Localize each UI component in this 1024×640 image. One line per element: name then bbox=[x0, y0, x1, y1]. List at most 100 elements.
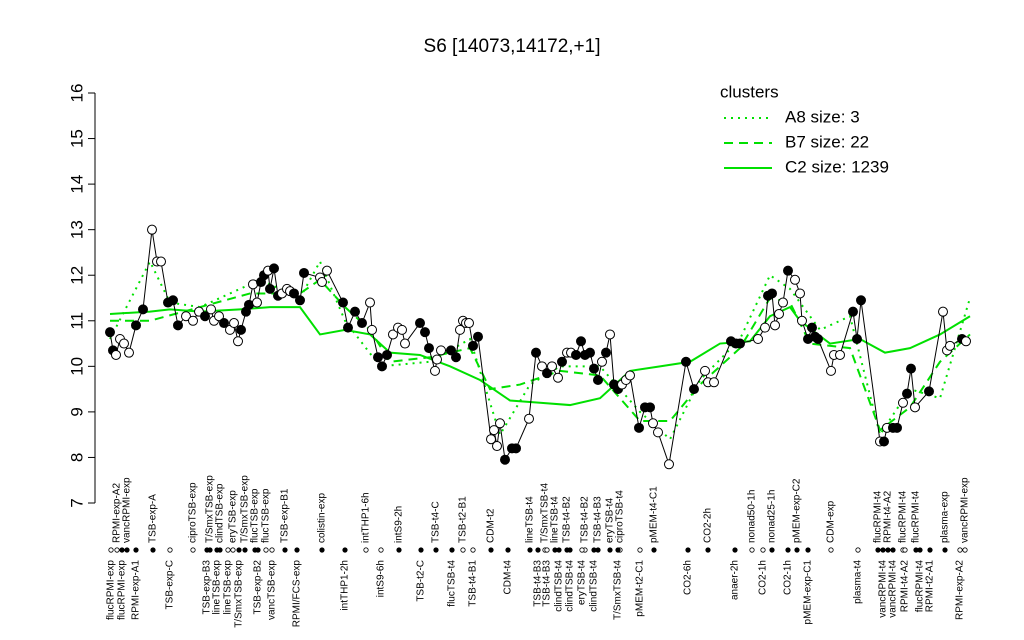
sample-point bbox=[464, 318, 474, 329]
sample-point bbox=[295, 295, 305, 306]
sample-point bbox=[605, 329, 615, 340]
sample-point bbox=[879, 436, 889, 447]
sample-point bbox=[795, 288, 805, 299]
x-tick-dot bbox=[917, 547, 923, 553]
sample-point bbox=[147, 224, 157, 235]
sample-point bbox=[945, 340, 955, 351]
x-tick-dot bbox=[204, 547, 210, 553]
x-tick-dot bbox=[685, 547, 691, 553]
x-tick-label: RPMI/FCS-exp bbox=[292, 560, 303, 628]
y-tick-label: 11 bbox=[67, 312, 86, 330]
sample-point bbox=[910, 402, 920, 413]
sample-point bbox=[709, 377, 719, 388]
x-tick-label: intS9-6h bbox=[376, 560, 387, 597]
sample-point bbox=[188, 315, 198, 326]
y-tick-label: 16 bbox=[67, 84, 86, 103]
x-tick-dot bbox=[133, 547, 139, 553]
x-tick-label: TSB-t2-B1 bbox=[458, 496, 469, 543]
x-tick-dot bbox=[785, 547, 791, 553]
sample-point bbox=[700, 365, 710, 376]
x-tick-label: TSB-exp-B1 bbox=[280, 488, 291, 543]
x-tick-label: T/SmxTSB-exp bbox=[205, 475, 216, 543]
x-tick-dot bbox=[544, 547, 550, 553]
sample-point bbox=[813, 334, 823, 344]
x-tick-label: eryTSB-exp bbox=[228, 490, 239, 543]
x-tick-label: clindTSB-t4 bbox=[589, 560, 600, 612]
x-tick-dot bbox=[556, 547, 562, 553]
sample-point bbox=[420, 327, 430, 338]
x-tick-dot bbox=[527, 547, 533, 553]
x-tick-label: colistin-exp bbox=[317, 493, 328, 543]
x-tick-label: RPMI-exp-A1 bbox=[131, 560, 142, 620]
x-tick-dot bbox=[880, 547, 886, 553]
x-tick-dot bbox=[927, 547, 933, 553]
x-tick-label: flucTSB-exp bbox=[261, 488, 272, 543]
x-tick-label: CDM-exp bbox=[826, 500, 837, 543]
x-tick-dot bbox=[124, 547, 130, 553]
sample-point bbox=[770, 320, 780, 331]
sample-point bbox=[473, 331, 483, 342]
sample-point bbox=[446, 345, 456, 356]
x-tick-dot bbox=[794, 547, 800, 553]
x-tick-dot bbox=[460, 547, 466, 553]
sample-point bbox=[898, 397, 908, 408]
x-tick-dot bbox=[855, 547, 861, 553]
sample-point bbox=[119, 338, 129, 349]
sample-point bbox=[451, 352, 461, 363]
sample-point bbox=[219, 318, 229, 329]
y-tick-label: 8 bbox=[67, 453, 86, 462]
x-tick-dot bbox=[167, 547, 173, 553]
x-tick-dot bbox=[579, 547, 585, 553]
sample-point bbox=[735, 338, 745, 349]
sample-point bbox=[767, 288, 777, 299]
sample-point bbox=[299, 267, 309, 278]
x-tick-label: flucRPMI-exp bbox=[106, 560, 117, 620]
x-tick-dot bbox=[342, 547, 348, 553]
sample-point bbox=[924, 386, 934, 397]
x-tick-label: RPMI-exp-A2 bbox=[112, 483, 123, 543]
x-tick-dot bbox=[885, 547, 891, 553]
sample-point bbox=[537, 361, 547, 372]
x-tick-dot bbox=[108, 547, 114, 553]
sample-point bbox=[634, 422, 644, 433]
sample-point bbox=[265, 283, 275, 294]
x-tick-dot bbox=[902, 547, 908, 553]
x-tick-dot bbox=[433, 547, 439, 553]
sample-point bbox=[432, 354, 442, 365]
x-tick-dot bbox=[470, 547, 476, 553]
x-tick-label: pMEM-t4-C1 bbox=[649, 486, 660, 543]
sample-point bbox=[367, 324, 377, 335]
x-tick-label: TSB-exp-B3 bbox=[202, 560, 213, 615]
x-tick-dot bbox=[282, 547, 288, 553]
x-tick-label: pMEM-exp-C2 bbox=[792, 478, 803, 543]
x-tick-label: pMEM-t2-C1 bbox=[635, 560, 646, 617]
x-tick-label: TSB-t4-B3 bbox=[542, 560, 553, 607]
x-tick-label: CDM-t2 bbox=[486, 508, 497, 543]
sample-point bbox=[645, 402, 655, 413]
x-tick-label: lineTSB-exp bbox=[212, 560, 223, 615]
x-tick-label: RPMI-exp-A2 bbox=[955, 560, 966, 620]
sample-point bbox=[576, 336, 586, 347]
x-tick-dot bbox=[363, 547, 369, 553]
sample-point bbox=[852, 334, 862, 344]
sample-point bbox=[317, 277, 327, 288]
x-tick-label: TSB-t2-C bbox=[416, 560, 427, 602]
sample-point bbox=[400, 338, 410, 349]
sample-point bbox=[653, 427, 663, 438]
x-tick-label: intTHP1-2h bbox=[340, 560, 351, 611]
sample-point bbox=[322, 265, 332, 276]
sample-point bbox=[397, 324, 407, 335]
sample-point bbox=[557, 356, 567, 367]
x-tick-dot bbox=[749, 547, 755, 553]
sample-point bbox=[131, 320, 141, 331]
x-tick-label: CDM-t4 bbox=[503, 560, 514, 595]
sample-point bbox=[797, 315, 807, 326]
x-tick-label: plasma-t4 bbox=[853, 560, 864, 604]
x-tick-dot bbox=[396, 547, 402, 553]
chart-title: S6 [14073,14172,+1] bbox=[424, 36, 601, 57]
x-tick-dot bbox=[875, 547, 881, 553]
sample-point bbox=[593, 375, 603, 385]
x-tick-dot bbox=[567, 547, 573, 553]
sample-point bbox=[790, 274, 800, 285]
